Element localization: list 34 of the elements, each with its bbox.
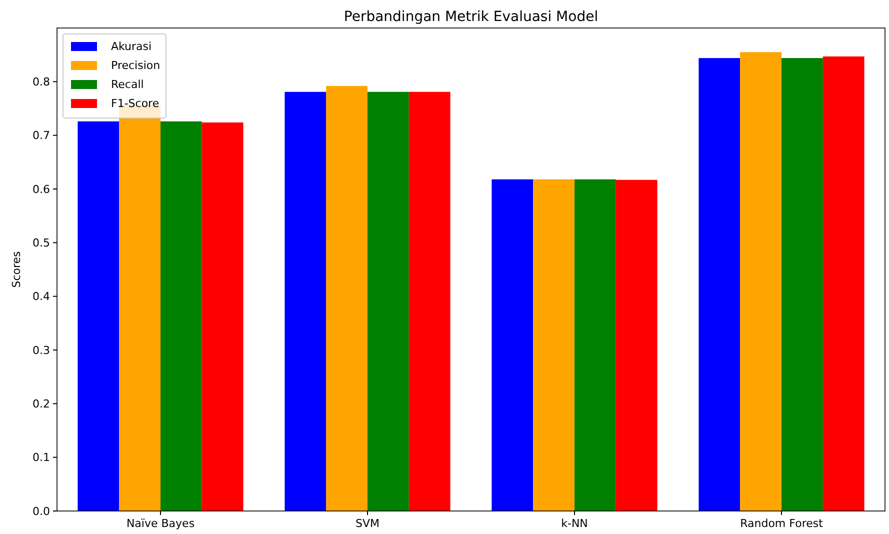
- legend-label: Precision: [111, 59, 160, 72]
- y-tick-label: 0.6: [32, 182, 50, 196]
- x-tick-label: Naïve Bayes: [126, 517, 195, 530]
- bar: [160, 121, 202, 511]
- bar: [492, 179, 534, 511]
- bar: [284, 92, 326, 511]
- y-tick-label: 0.0: [32, 504, 50, 518]
- y-tick-label: 0.7: [32, 129, 50, 142]
- y-axis-title: Scores: [10, 250, 23, 288]
- x-tick-label: k-NN: [561, 517, 588, 530]
- bar: [368, 92, 409, 511]
- bar: [616, 180, 658, 511]
- y-tick-label: 0.3: [32, 344, 50, 357]
- bar: [533, 179, 574, 511]
- bar: [740, 52, 782, 511]
- y-tick-label: 0.4: [32, 290, 50, 304]
- y-tick-label: 0.1: [32, 451, 50, 464]
- legend-label: Recall: [111, 78, 144, 91]
- bar: [78, 121, 120, 511]
- x-tick-label: Random Forest: [740, 517, 824, 530]
- legend-label: F1-Score: [111, 97, 160, 110]
- bar: [202, 122, 244, 511]
- y-tick-label: 0.2: [32, 398, 50, 411]
- bar: [326, 86, 368, 511]
- legend-label: Akurasi: [111, 40, 152, 53]
- bar: [574, 179, 616, 511]
- bar: [822, 56, 864, 511]
- bar: [782, 58, 823, 511]
- chart-title: Perbandingan Metrik Evaluasi Model: [344, 9, 598, 25]
- bar: [408, 92, 450, 511]
- y-tick-label: 0.8: [32, 76, 50, 89]
- bar: [698, 58, 740, 511]
- x-tick-label: SVM: [356, 517, 380, 530]
- y-tick-label: 0.5: [32, 236, 50, 250]
